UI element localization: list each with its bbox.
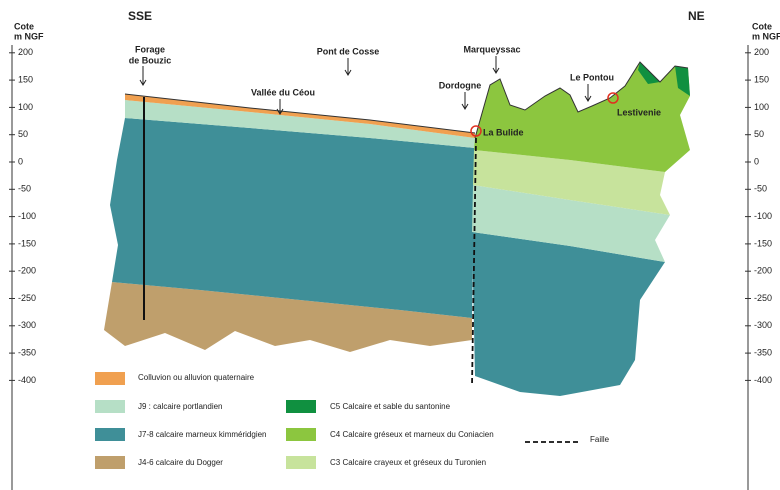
place-label: Pont de Cosse xyxy=(317,46,380,56)
tick-label: 200 xyxy=(754,47,769,57)
place-label: Dordogne xyxy=(439,80,482,90)
legend-label: Faille xyxy=(590,435,610,444)
legend-label: C4 Calcaire gréseux et marneux du Coniac… xyxy=(330,430,494,439)
axis-title: Cote xyxy=(14,21,34,31)
portlandien-layer xyxy=(125,100,475,148)
place-label: Forage xyxy=(135,44,165,54)
kimmeridgien-layer xyxy=(472,232,665,396)
tick-label: 50 xyxy=(754,129,764,139)
legend-label: J7-8 calcaire marneux kimméridgien xyxy=(138,430,267,439)
santonien-layer xyxy=(675,66,690,96)
tick-label: -350 xyxy=(754,347,772,357)
portlandien-layer xyxy=(472,185,670,262)
surface-line xyxy=(124,93,476,134)
tick-label: -50 xyxy=(18,184,31,194)
legend-swatch xyxy=(95,372,125,385)
direction-label: SSE xyxy=(128,9,152,23)
legend-label: J4-6 calcaire du Dogger xyxy=(138,458,223,467)
tick-label: 150 xyxy=(18,74,33,84)
kimmeridgien-layer xyxy=(110,118,475,318)
legend-label: J9 : calcaire portlandien xyxy=(138,402,223,411)
tick-label: -150 xyxy=(754,238,772,248)
tick-label: -200 xyxy=(18,266,36,276)
site-marker xyxy=(607,92,619,104)
tick-label: 200 xyxy=(18,47,33,57)
tick-label: 0 xyxy=(754,156,759,166)
legend-label: Colluvion ou alluvion quaternaire xyxy=(138,373,255,382)
legend-swatch xyxy=(286,400,316,413)
tick-label: 150 xyxy=(754,74,769,84)
legend-swatch xyxy=(95,456,125,469)
surface-line xyxy=(474,61,689,139)
arrows xyxy=(139,56,592,115)
direction-label: NE xyxy=(688,9,705,23)
legend-label: C3 Calcaire crayeux et gréseux du Turoni… xyxy=(330,458,486,467)
tick-label: -250 xyxy=(754,293,772,303)
tick-label: -50 xyxy=(754,184,767,194)
axis-title: m NGF xyxy=(752,31,780,41)
site-marker xyxy=(470,125,482,137)
tick-label: -250 xyxy=(18,293,36,303)
santonien-layer xyxy=(638,62,660,84)
fault-line xyxy=(471,137,477,387)
dogger-layer xyxy=(104,282,472,352)
tick-label: -400 xyxy=(754,375,772,385)
tick-label: -200 xyxy=(754,266,772,276)
turonien-layer xyxy=(473,150,670,215)
tick-label: -300 xyxy=(18,320,36,330)
place-label: Lestivenie xyxy=(617,107,661,117)
place-label: Vallée du Céou xyxy=(251,87,315,97)
tick-label: 100 xyxy=(18,102,33,112)
colluvion-layer xyxy=(125,94,475,138)
place-label: Le Pontou xyxy=(570,72,614,82)
place-label: Marqueyssac xyxy=(463,44,520,54)
tick-label: -100 xyxy=(754,211,772,221)
legend-swatch xyxy=(286,456,316,469)
legend-label: C5 Calcaire et sable du santonine xyxy=(330,402,451,411)
place-label: de Bouzic xyxy=(129,55,172,65)
axis-title: Cote xyxy=(752,21,772,31)
tick-label: -300 xyxy=(754,320,772,330)
legend-swatch xyxy=(286,428,316,441)
tick-label: 100 xyxy=(754,102,769,112)
tick-label: -400 xyxy=(18,375,36,385)
tick-label: -150 xyxy=(18,238,36,248)
tick-label: -350 xyxy=(18,347,36,357)
axis-title: m NGF xyxy=(14,31,44,41)
tick-label: -100 xyxy=(18,211,36,221)
place-label: La Bulide xyxy=(483,127,524,137)
tick-label: 0 xyxy=(18,156,23,166)
tick-label: 50 xyxy=(18,129,28,139)
coniacien-layer xyxy=(474,62,690,172)
legend-swatch xyxy=(95,400,125,413)
legend-swatch xyxy=(95,428,125,441)
